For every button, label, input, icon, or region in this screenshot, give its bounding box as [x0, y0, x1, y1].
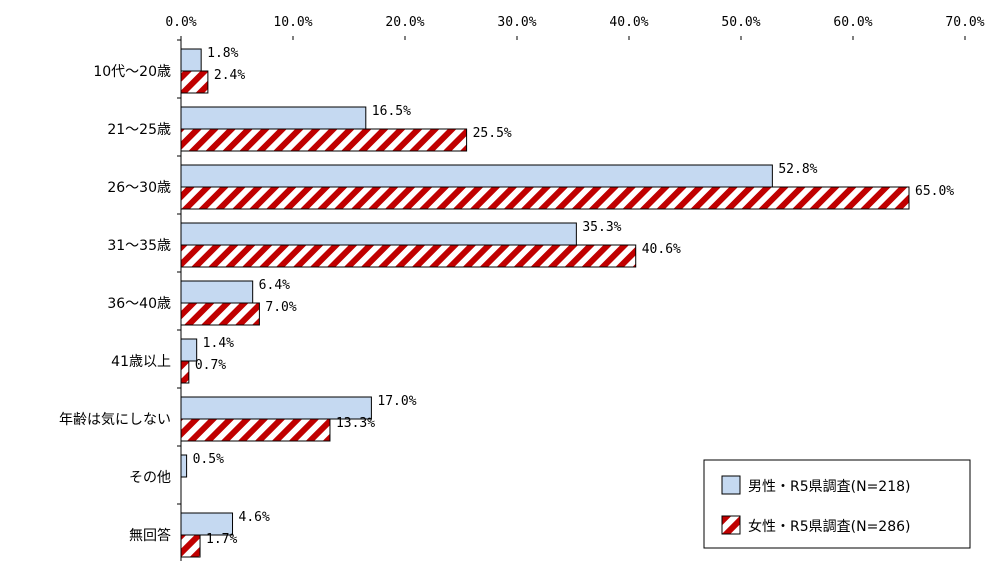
category-label: 10代～20歳: [93, 64, 171, 80]
bar: [180, 280, 254, 304]
bar: [180, 222, 577, 246]
category-label: 26～30歳: [107, 180, 171, 196]
category-label: 41歳以上: [111, 354, 171, 370]
bar: [180, 48, 202, 72]
category-label: 21～25歳: [107, 122, 171, 138]
x-tick-label: 10.0%: [273, 15, 312, 30]
data-label: 6.4%: [259, 278, 290, 293]
data-label: 2.4%: [214, 68, 245, 83]
data-label: 0.5%: [193, 452, 224, 467]
data-label: 13.3%: [336, 416, 375, 431]
data-label: 0.7%: [195, 358, 226, 373]
data-label: 1.7%: [206, 532, 237, 547]
legend-label: 女性・R5県調査(N=286): [748, 518, 910, 535]
data-label: 65.0%: [915, 184, 954, 199]
bar: [180, 186, 910, 210]
x-tick-label: 30.0%: [497, 15, 536, 30]
bar: [180, 418, 331, 442]
data-labels: 1.8% 2.4% 16.5% 25.5% 52.8% 65.0% 35.3% 40.6% 6.…: [193, 46, 955, 547]
bar: [180, 302, 260, 326]
category-label: 36～40歳: [107, 296, 171, 312]
data-label: 4.6%: [239, 510, 270, 525]
legend-label: 男性・R5県調査(N=218): [748, 479, 910, 495]
bar: [180, 244, 637, 268]
data-label: 7.0%: [265, 300, 296, 315]
x-tick-label: 60.0%: [833, 15, 872, 30]
legend-swatch: [721, 475, 741, 495]
bars: [180, 48, 910, 558]
bar: [180, 106, 367, 130]
bar: [180, 164, 773, 188]
data-label: 52.8%: [778, 162, 817, 177]
data-label: 40.6%: [642, 242, 681, 257]
category-label: その他: [129, 470, 171, 486]
data-label: 1.8%: [207, 46, 238, 61]
data-label: 1.4%: [203, 336, 234, 351]
data-label: 16.5%: [372, 104, 411, 119]
category-labels: 10代～20歳 21～25歳 26～30歳 31～35歳 36～40歳 41歳以上年齢は気…: [59, 39, 181, 544]
x-tick-label: 70.0%: [945, 15, 984, 30]
bar: [180, 534, 201, 558]
data-label: 25.5%: [473, 126, 512, 141]
x-tick-label: 40.0%: [609, 15, 648, 30]
bar: [180, 512, 234, 536]
bar: [180, 360, 190, 384]
x-tick-label: 0.0%: [165, 15, 196, 30]
x-tick-label: 20.0%: [385, 15, 424, 30]
category-label: 31～35歳: [107, 238, 171, 254]
bar: [180, 128, 468, 152]
category-label: 年齢は気にしない: [59, 412, 171, 428]
data-label: 35.3%: [582, 220, 621, 235]
x-tick-label: 50.0%: [721, 15, 760, 30]
legend-swatch: [721, 515, 741, 535]
category-label: 無回答: [129, 527, 171, 544]
legend: 男性・R5県調査(N=218) 女性・R5県調査(N=286): [703, 459, 971, 549]
legend-box: [703, 459, 971, 549]
data-label: 17.0%: [377, 394, 416, 409]
x-axis: 0.0% 10.0% 20.0% 30.0% 40.0% 50.0% 60.0% 70.0%: [165, 15, 985, 561]
bar: [180, 454, 188, 478]
bar: [180, 70, 209, 94]
